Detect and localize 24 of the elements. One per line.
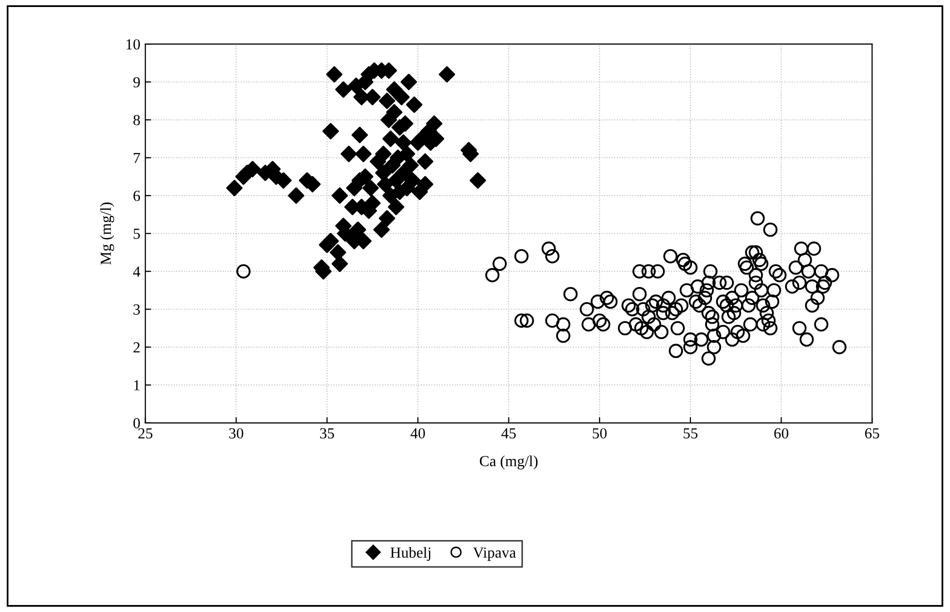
x-tick-label: 40: [410, 428, 425, 439]
y-tick-label: 10: [126, 39, 140, 50]
x-tick-label: 60: [774, 428, 788, 439]
x-tick-label: 55: [684, 428, 698, 439]
y-tick-label: 2: [134, 342, 140, 352]
x-tick-label: 45: [501, 428, 516, 439]
y-tick-label: 9: [133, 77, 140, 88]
x-tick-label: 35: [320, 428, 334, 439]
y-tick-label: 3: [134, 304, 140, 315]
y-tick-label: 7: [134, 153, 140, 164]
y-tick-label: 6: [134, 190, 140, 202]
y-axis-title: Mg (mg/l): [100, 202, 114, 265]
legend-label: Hubelj: [390, 546, 430, 561]
x-axis-title: Ca (mg/l): [480, 455, 538, 470]
y-tick-label: 5: [134, 228, 140, 239]
y-tick-label: 8: [133, 114, 140, 126]
y-tick-label: 4: [133, 266, 140, 277]
x-tick-label: 25: [138, 428, 152, 439]
x-tick-label: 30: [229, 428, 244, 439]
y-tick-label: 0: [133, 418, 140, 428]
y-tick-label: 1: [134, 380, 140, 390]
x-tick-label: 65: [865, 428, 880, 439]
legend-label: Vipava: [473, 547, 516, 561]
x-tick-label: 50: [592, 428, 607, 439]
